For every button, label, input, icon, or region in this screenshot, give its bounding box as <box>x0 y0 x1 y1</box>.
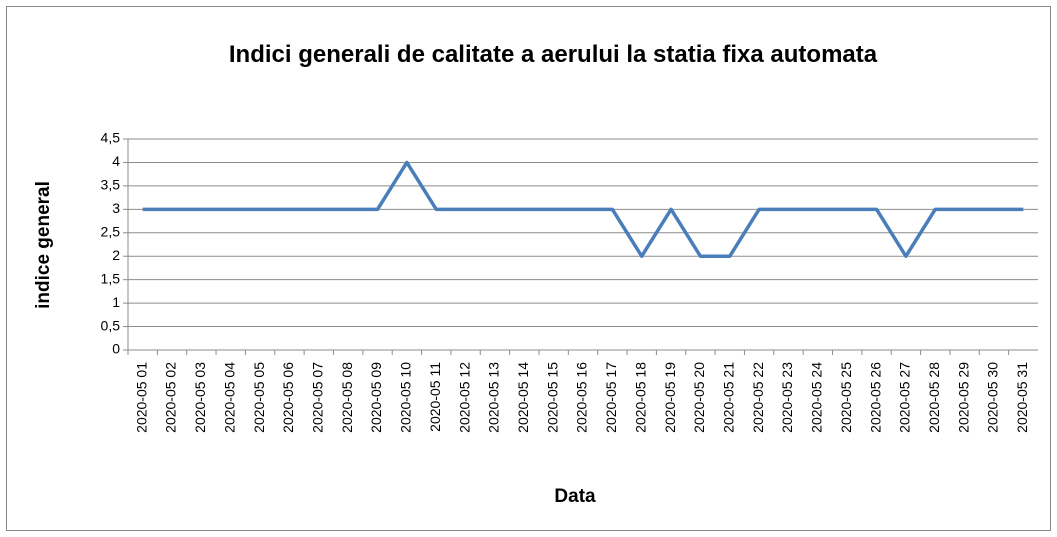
x-tick-label: 2020-05 01 <box>133 362 149 433</box>
y-tick-label: 1 <box>112 294 120 310</box>
x-tick-label: 2020-05 30 <box>985 362 1001 433</box>
x-tick-label: 2020-05 24 <box>809 362 825 433</box>
y-axis-title: indice general <box>33 181 54 309</box>
x-tick-label: 2020-05 08 <box>339 362 355 433</box>
x-tick-label: 2020-05 09 <box>368 362 384 433</box>
x-tick-label: 2020-05 10 <box>398 362 414 433</box>
x-tick-label: 2020-05 11 <box>427 362 443 432</box>
y-tick-label: 2 <box>112 247 120 263</box>
x-tick-label: 2020-05 27 <box>897 362 913 433</box>
chart-title: Indici generali de calitate a aerului la… <box>228 41 878 68</box>
y-tick-label: 2,5 <box>101 223 121 239</box>
x-tick-label: 2020-05 13 <box>486 362 502 433</box>
y-tick-label: 3 <box>112 200 120 216</box>
y-tick-label: 4,5 <box>101 130 121 146</box>
y-tick-label: 4 <box>112 153 120 169</box>
y-tick-label: 0 <box>112 341 120 357</box>
x-axis-title: Data <box>554 486 596 507</box>
x-tick-label: 2020-05 19 <box>662 362 678 433</box>
x-tick-label: 2020-05 25 <box>838 362 854 433</box>
x-tick-label: 2020-05 04 <box>221 362 237 433</box>
x-tick-label: 2020-05 03 <box>192 362 208 433</box>
x-tick-label: 2020-05 02 <box>163 362 179 433</box>
x-tick-label: 2020-05 28 <box>926 362 942 433</box>
chart-frame <box>6 6 1051 531</box>
x-tick-label: 2020-05 20 <box>691 362 707 433</box>
x-tick-label: 2020-05 26 <box>867 362 883 433</box>
x-tick-label: 2020-05 29 <box>955 362 971 433</box>
x-tick-label: 2020-05 15 <box>544 362 560 433</box>
x-tick-label: 2020-05 07 <box>310 362 326 433</box>
x-tick-label: 2020-05 12 <box>456 362 472 433</box>
y-tick-label: 1,5 <box>101 270 121 286</box>
y-tick-label: 0,5 <box>101 317 121 333</box>
data-line <box>142 160 1024 258</box>
x-tick-label: 2020-05 21 <box>720 362 736 433</box>
x-tick-label: 2020-05 31 <box>1014 362 1030 433</box>
x-tick-label: 2020-05 17 <box>603 362 619 433</box>
x-tick-label: 2020-05 16 <box>574 362 590 433</box>
x-tick-label: 2020-05 14 <box>515 362 531 433</box>
x-tick-label: 2020-05 23 <box>779 362 795 433</box>
y-tick-label: 3,5 <box>101 177 121 193</box>
x-tick-label: 2020-05 18 <box>632 362 648 433</box>
x-tick-label: 2020-05 06 <box>280 362 296 433</box>
x-tick-label: 2020-05 05 <box>251 362 267 433</box>
x-tick-label: 2020-05 22 <box>750 362 766 433</box>
